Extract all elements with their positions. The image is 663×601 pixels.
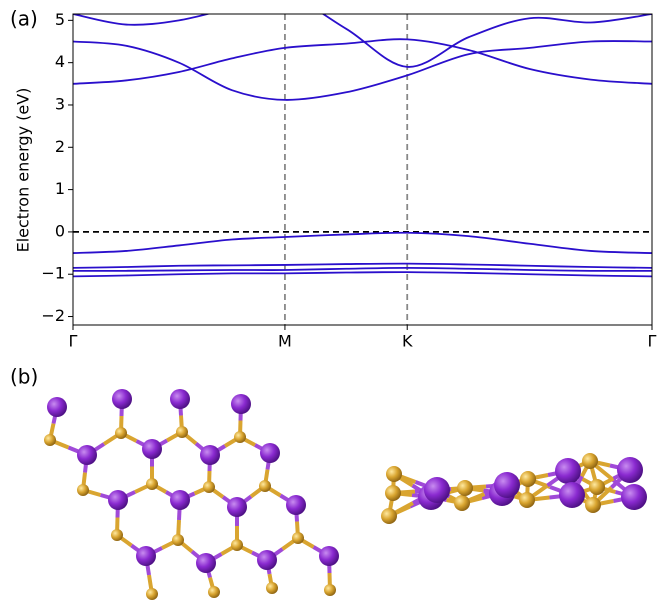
atom — [108, 490, 128, 510]
y-tick-label: −1 — [41, 264, 65, 283]
panel-label: (a) — [10, 7, 38, 31]
band-line — [73, 231, 652, 254]
band-line — [73, 262, 652, 269]
x-tick-label: Γ — [69, 332, 78, 351]
atom — [136, 546, 156, 566]
atom — [260, 443, 280, 463]
y-tick-label: 5 — [55, 10, 65, 29]
x-tick-label: K — [402, 332, 413, 351]
atom — [115, 427, 127, 439]
atom — [385, 485, 401, 501]
atom — [324, 584, 336, 596]
atom — [559, 482, 585, 508]
atom — [454, 495, 470, 511]
atom — [319, 546, 339, 566]
atom — [266, 582, 278, 594]
atom — [227, 497, 247, 517]
y-tick-label: 3 — [55, 94, 65, 113]
atom — [582, 453, 598, 469]
atom — [286, 495, 306, 515]
atom — [170, 490, 190, 510]
atom — [257, 550, 277, 570]
atom — [555, 458, 581, 484]
atom — [231, 539, 243, 551]
atom — [589, 479, 605, 495]
atom — [494, 472, 520, 498]
atom — [176, 426, 188, 438]
atom — [146, 478, 158, 490]
y-tick-label: −2 — [41, 306, 65, 325]
atom — [617, 457, 643, 483]
atom — [424, 477, 450, 503]
atom — [457, 480, 473, 496]
atom — [234, 431, 246, 443]
y-tick-label: 1 — [55, 179, 65, 198]
x-tick-label: Γ — [648, 332, 657, 351]
y-tick-label: 0 — [55, 221, 65, 240]
band-line — [73, 14, 652, 68]
panel-label: (b) — [10, 365, 38, 389]
atom — [292, 532, 304, 544]
bands — [73, 14, 652, 278]
atom — [519, 492, 535, 508]
atom — [208, 586, 220, 598]
atom — [172, 534, 184, 546]
atom — [44, 434, 56, 446]
atom — [170, 389, 190, 409]
atom — [200, 445, 220, 465]
atom — [203, 481, 215, 493]
atom — [259, 480, 271, 492]
y-axis-label: Electron energy (eV) — [14, 88, 33, 253]
atom — [142, 439, 162, 459]
y-tick-label: 2 — [55, 137, 65, 156]
band-line — [73, 40, 652, 101]
plot-area: −2 −1 0 1 2 3 4 5 Γ M K Γ — [41, 10, 657, 351]
atom — [196, 553, 216, 573]
atom — [112, 389, 132, 409]
band-line — [73, 266, 652, 272]
plot-frame — [72, 13, 653, 326]
atom — [146, 588, 158, 600]
y-tick-label: 4 — [55, 52, 65, 71]
atom — [386, 466, 402, 482]
atom — [47, 397, 67, 417]
band-line — [73, 271, 652, 278]
atom — [621, 484, 647, 510]
atom — [77, 445, 97, 465]
atom — [231, 394, 251, 414]
atom — [520, 471, 536, 487]
atom — [77, 484, 89, 496]
x-tick-label: M — [278, 332, 292, 351]
band-line — [73, 38, 652, 85]
atom — [585, 497, 601, 513]
atom — [111, 529, 123, 541]
atom — [381, 508, 397, 524]
structure — [44, 389, 647, 600]
